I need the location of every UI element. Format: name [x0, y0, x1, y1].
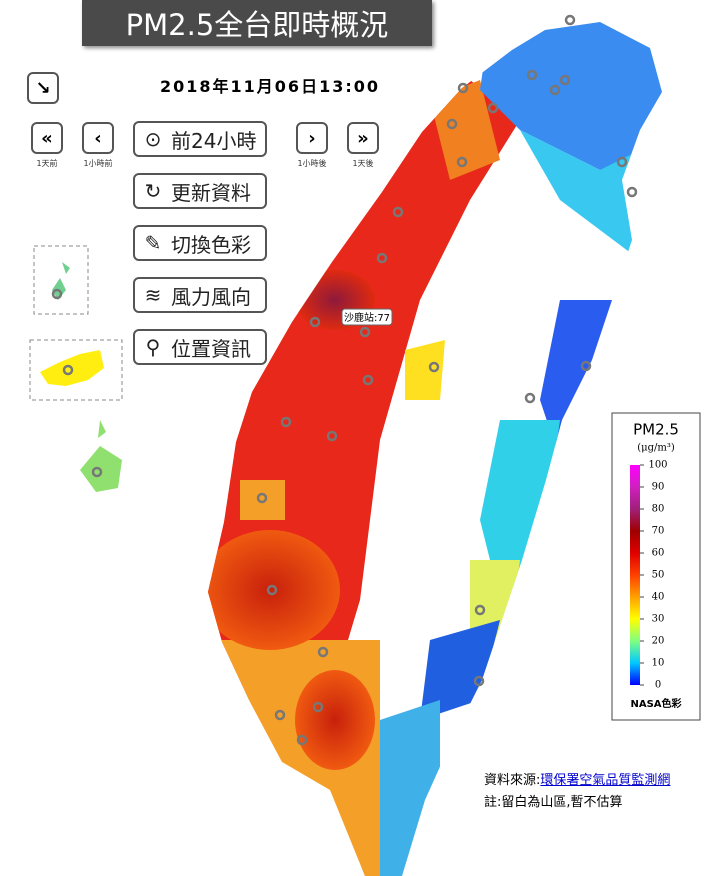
station-tooltip	[341, 308, 393, 326]
button-label: 切換色彩	[171, 232, 251, 257]
legend-tick-label: 40	[652, 592, 665, 603]
location-button[interactable]: ⚲ 位置資訊	[133, 329, 267, 365]
legend-tick-label: 80	[652, 504, 665, 515]
legend-tick-label: 100	[648, 460, 667, 471]
legend-tick-label: 70	[652, 526, 665, 537]
source-link[interactable]: 環保署空氣品質監測網	[540, 773, 671, 788]
nav-label: 1小時前	[83, 159, 113, 168]
collapse-button[interactable]: ↘	[27, 72, 59, 104]
stations	[256, 14, 638, 746]
title-bar: PM2.5全台即時概況	[82, 0, 432, 46]
refresh-button[interactable]: ↻ 更新資料	[133, 173, 267, 209]
legend-scheme: NASA色彩	[630, 697, 681, 710]
legend	[611, 412, 701, 721]
legend-unit: (μg/m³)	[637, 443, 675, 454]
nav-label: 1小時後	[297, 159, 327, 168]
station-label: 沙鹿站:77	[344, 311, 390, 324]
fwd-hour-button[interactable]: ›	[296, 122, 328, 154]
legend-tick-label: 20	[652, 636, 665, 647]
nav-label: 1天前	[36, 159, 58, 168]
fwd-day-button[interactable]: »	[347, 122, 379, 154]
color-button[interactable]: ✎ 切換色彩	[133, 225, 267, 261]
button-label: 更新資料	[171, 180, 251, 205]
nav-label: 1天後	[352, 159, 374, 168]
legend-tick-label: 0	[655, 680, 661, 691]
footer-note: 註:留白為山區,暫不估算	[484, 795, 623, 810]
back-day-button[interactable]: «	[31, 122, 63, 154]
datetime: 2018年11月06日13:00	[160, 77, 380, 96]
button-label: 位置資訊	[171, 336, 251, 361]
legend-tick-label: 50	[652, 570, 665, 581]
button-label: 風力風向	[171, 284, 251, 309]
wind-button[interactable]: ≋ 風力風向	[133, 277, 267, 313]
legend-title: PM2.5	[633, 421, 679, 439]
button-label: 前24小時	[171, 128, 257, 153]
legend-tick-label: 10	[652, 658, 665, 669]
islet-box	[29, 339, 123, 401]
source-prefix: 資料來源:	[484, 773, 541, 788]
back-hour-button[interactable]: ‹	[82, 122, 114, 154]
legend-tick-label: 30	[652, 614, 665, 625]
islet	[80, 420, 122, 492]
legend-tick-label: 60	[652, 548, 665, 559]
legend-tick-label: 90	[652, 482, 665, 493]
legend-colorbar	[630, 465, 640, 685]
islet-box	[33, 245, 89, 315]
pm-surface	[208, 22, 662, 876]
footer: 資料來源:環保署空氣品質監測網 註:留白為山區,暫不估算	[484, 770, 670, 814]
playback-button[interactable]: ⊙ 前24小時	[133, 121, 267, 157]
